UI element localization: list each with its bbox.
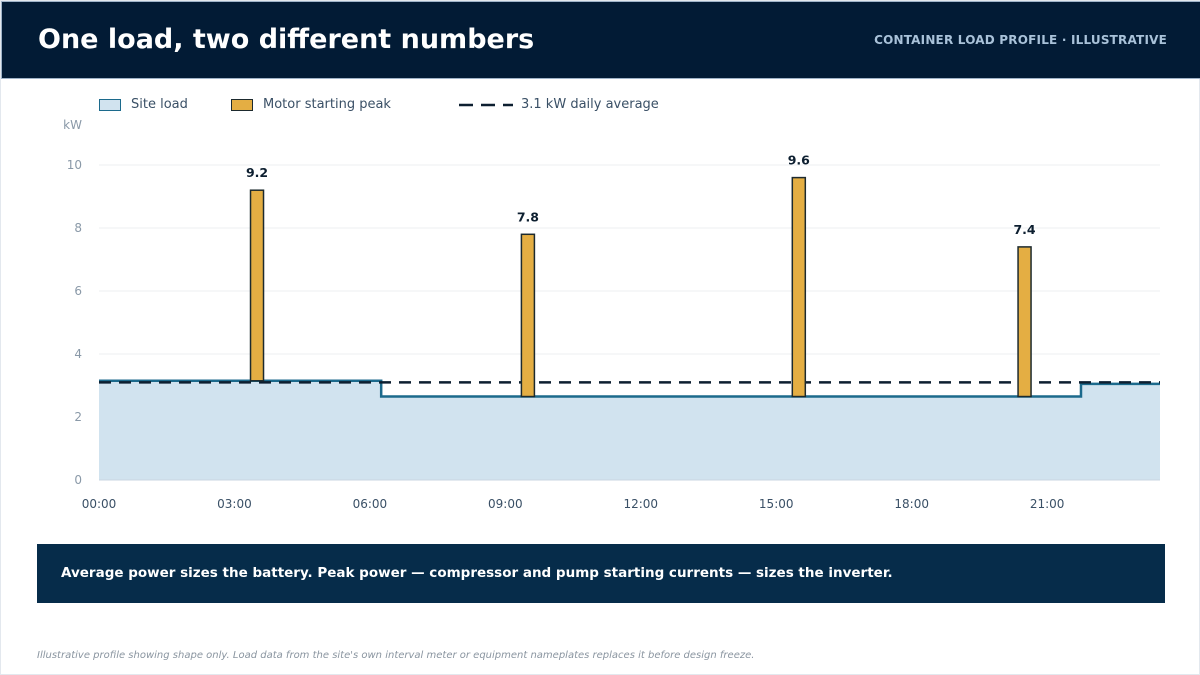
peak-bar (249, 189, 265, 382)
peak-bar (791, 176, 807, 398)
peak-value-label: 9.2 (246, 165, 268, 180)
y-tick-label: 4 (74, 347, 82, 361)
x-tick-label: 00:00 (82, 497, 117, 511)
x-tick-label: 21:00 (1030, 497, 1065, 511)
legend-label-motor-peak: Motor starting peak (263, 97, 391, 112)
header-bar: One load, two different numbers CONTAINE… (1, 1, 1200, 79)
x-tick-label: 15:00 (759, 497, 794, 511)
x-tick-label: 12:00 (623, 497, 658, 511)
average-dash-swatch (459, 103, 513, 106)
peak-bar (1017, 246, 1032, 398)
y-tick-label: 0 (74, 473, 82, 487)
site-load-area (99, 380, 1160, 480)
header-tag: CONTAINER LOAD PROFILE · ILLUSTRATIVE (874, 33, 1167, 47)
legend-label-site-load: Site load (131, 97, 188, 112)
callout-banner: Average power sizes the battery. Peak po… (37, 544, 1165, 603)
x-tick-label: 18:00 (894, 497, 929, 511)
y-tick-label: 6 (74, 284, 82, 298)
peak-value-label: 7.4 (1013, 222, 1035, 237)
y-axis-label: kW (63, 118, 82, 132)
peak-value-label: 7.8 (517, 209, 539, 224)
y-tick-label: 10 (67, 158, 82, 172)
y-tick-label: 2 (74, 410, 82, 424)
x-tick-label: 03:00 (217, 497, 252, 511)
footnote: Illustrative profile showing shape only.… (37, 650, 755, 661)
site-load-line (99, 379, 1160, 398)
load-profile-chart: 0 2 4 6 8 10 kW 00:00 03:00 06:00 09:00 12:00 15:00 1… (63, 118, 1160, 511)
callout-text: Average power sizes the battery. Peak po… (61, 565, 893, 581)
page-title: One load, two different numbers (38, 24, 535, 55)
peak-value-label: 9.6 (788, 153, 810, 168)
legend-item-motor-peak: Motor starting peak (231, 97, 391, 112)
peak-bar (520, 233, 536, 398)
legend-label-average: 3.1 kW daily average (521, 97, 659, 112)
motor-peak-swatch (231, 98, 253, 111)
site-load-swatch (99, 98, 121, 111)
legend-item-site-load: Site load (99, 97, 188, 112)
y-tick-label: 8 (74, 221, 82, 235)
x-tick-label: 09:00 (488, 497, 523, 511)
legend-item-average: 3.1 kW daily average (459, 97, 659, 112)
x-tick-label: 06:00 (353, 497, 388, 511)
